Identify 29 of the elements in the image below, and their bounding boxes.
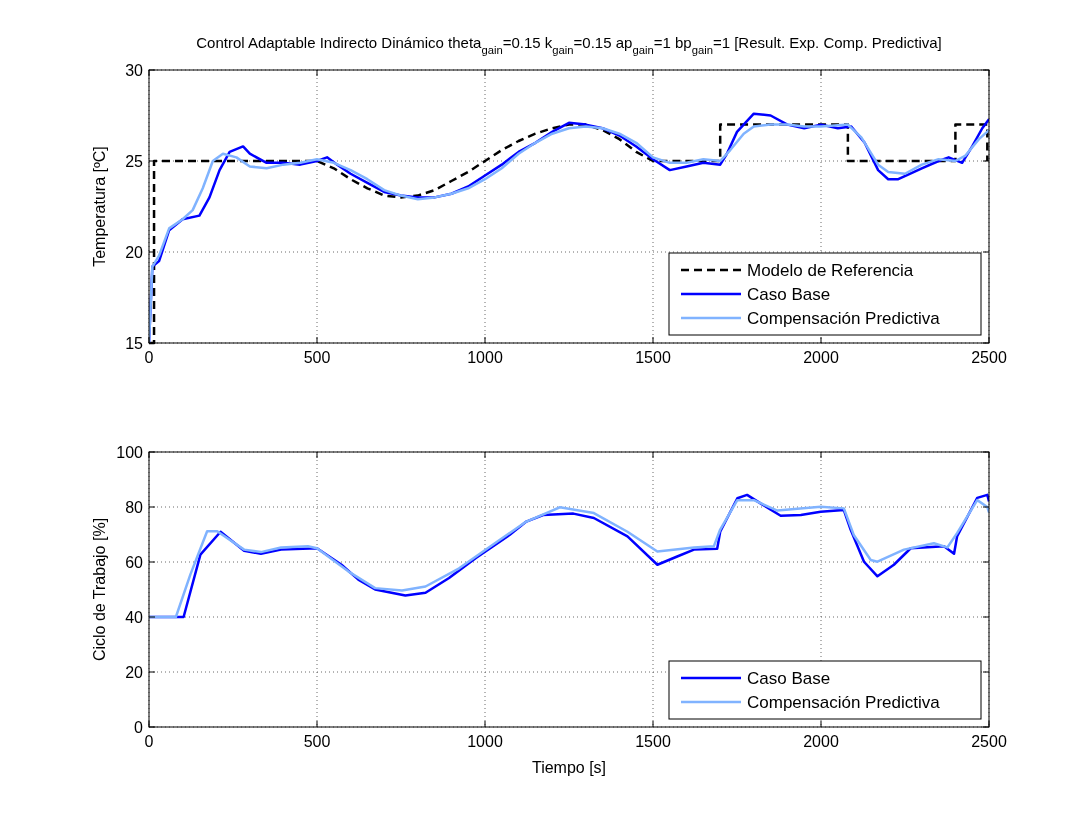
x-tick-label: 1000 [467, 349, 503, 366]
x-tick-label: 2500 [971, 349, 1007, 366]
legend-label: Caso Base [747, 285, 831, 304]
chart-title: Control Adaptable Indirecto Dinámico theta$_{gain}$=0.15 k$_{gain}$=0.15 ap$_{gain}$=1 bp$_{gain}$=1 [Result. Exp. Comp. Predictiva] [196, 34, 942, 56]
x-tick-label: 1500 [635, 349, 671, 366]
legend-label: Caso Base [747, 669, 831, 688]
y-tick-label: 60 [125, 554, 144, 571]
x-axis-title: Tiempo [s] [531, 759, 607, 776]
x-tick-label: 2000 [803, 349, 839, 366]
y-tick-label: 25 [125, 153, 144, 170]
x-tick-label: 1500 [635, 733, 671, 750]
y-tick-label: 20 [125, 664, 144, 681]
legend-label: Modelo de Referencia [747, 261, 914, 280]
y-axis-title: Ciclo de Trabajo [%] [91, 517, 108, 662]
x-tick-label: 1000 [467, 733, 503, 750]
y-tick-label: 20 [125, 244, 144, 261]
x-tick-label: 2000 [803, 733, 839, 750]
y-tick-label: 30 [125, 62, 144, 79]
y-axis-title: Temperatura [ºC] [91, 146, 108, 267]
y-tick-label: 80 [125, 499, 144, 516]
x-tick-label: 500 [303, 349, 331, 366]
y-tick-label: 15 [125, 335, 144, 352]
x-tick-label: 2500 [971, 733, 1007, 750]
legend-label: Compensación Predictiva [747, 693, 941, 712]
y-tick-label: 40 [125, 609, 144, 626]
y-tick-label: 0 [134, 719, 144, 736]
y-tick-label: 100 [116, 444, 144, 461]
x-tick-label: 500 [303, 733, 331, 750]
legend-label: Compensación Predictiva [747, 309, 941, 328]
